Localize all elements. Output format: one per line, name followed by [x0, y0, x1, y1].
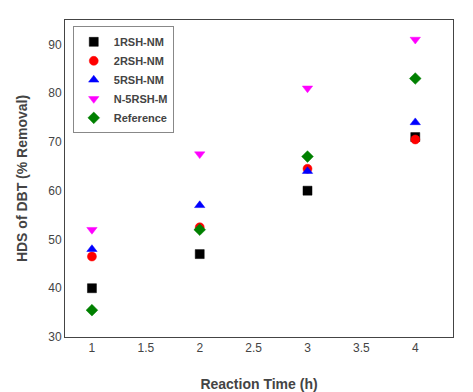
svg-text:2RSH-NM: 2RSH-NM [114, 55, 164, 67]
svg-text:80: 80 [48, 86, 62, 100]
svg-text:60: 60 [48, 184, 62, 198]
svg-text:Reaction Time (h): Reaction Time (h) [200, 376, 317, 392]
svg-text:1.5: 1.5 [137, 341, 154, 355]
svg-text:1RSH-NM: 1RSH-NM [114, 36, 164, 48]
svg-text:HDS of DBT (% Removal): HDS of DBT (% Removal) [14, 95, 30, 262]
svg-text:90: 90 [48, 38, 62, 52]
svg-text:70: 70 [48, 135, 62, 149]
svg-text:2.5: 2.5 [245, 341, 262, 355]
svg-text:50: 50 [48, 233, 62, 247]
svg-text:1: 1 [89, 341, 96, 355]
svg-text:3: 3 [304, 341, 311, 355]
svg-text:40: 40 [48, 281, 62, 295]
svg-text:3.5: 3.5 [353, 341, 370, 355]
svg-text:4: 4 [412, 341, 419, 355]
svg-text:5RSH-NM: 5RSH-NM [114, 74, 164, 86]
svg-text:2: 2 [196, 341, 203, 355]
svg-text:30: 30 [48, 330, 62, 344]
svg-text:Reference: Reference [114, 112, 167, 124]
svg-text:N-5RSH-M: N-5RSH-M [114, 93, 168, 105]
